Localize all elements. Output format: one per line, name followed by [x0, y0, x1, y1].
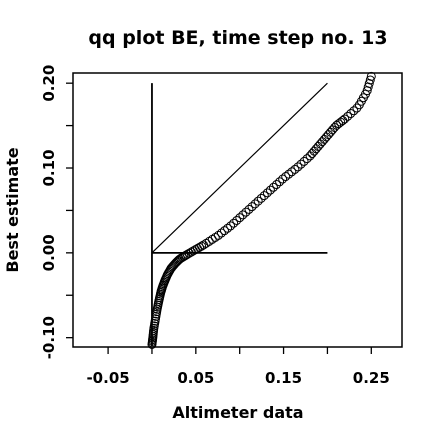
x-tick-label: 0.15 — [265, 369, 302, 387]
identity-reference-line — [151, 82, 328, 254]
qq-point — [262, 188, 272, 198]
qq-point — [325, 127, 335, 137]
x-axis-label: Altimeter data — [172, 403, 303, 422]
qq-point — [319, 134, 329, 144]
qq-point — [349, 106, 359, 116]
y-tick-label: 0.00 — [40, 234, 58, 271]
qq-point — [311, 144, 321, 154]
qq-point — [250, 199, 260, 209]
qq-point — [265, 185, 275, 195]
qq-point — [210, 232, 220, 242]
qq-point — [235, 213, 245, 223]
qq-point — [293, 162, 303, 172]
qq-point — [278, 174, 288, 184]
qq-point — [307, 149, 317, 159]
qq-point — [197, 241, 207, 251]
qq-point — [268, 182, 278, 192]
qq-point — [216, 228, 226, 238]
qq-point — [281, 172, 291, 182]
qq-point — [253, 196, 263, 206]
qq-point — [340, 114, 350, 124]
qq-point — [299, 156, 309, 166]
qq-point — [365, 75, 375, 85]
qq-point — [287, 167, 297, 177]
reference-lines — [151, 82, 328, 347]
qq-point — [296, 159, 306, 169]
qq-point — [241, 207, 251, 217]
x-axis: -0.05 0.05 0.15 0.25 — [86, 347, 390, 387]
qq-point — [343, 111, 353, 121]
y-tick-label: 0.20 — [40, 65, 58, 102]
qq-point — [256, 193, 266, 203]
x-tick-label: 0.25 — [353, 369, 390, 387]
qq-point — [259, 191, 269, 201]
qq-point — [315, 139, 325, 149]
qq-point — [317, 137, 327, 147]
chart-title: qq plot BE, time step no. 13 — [88, 27, 387, 49]
x-tick-label: -0.05 — [86, 369, 129, 387]
qq-point — [352, 103, 362, 113]
y-tick-label: 0.10 — [40, 150, 58, 187]
qq-point — [302, 154, 312, 164]
qq-point — [238, 210, 248, 220]
qq-point — [219, 226, 229, 236]
qq-point — [229, 218, 239, 228]
qq-point — [247, 202, 257, 212]
qq-point — [244, 204, 254, 214]
qq-point — [226, 221, 236, 231]
qq-point — [284, 169, 294, 179]
qq-point — [275, 177, 285, 187]
qq-point — [366, 71, 376, 81]
qq-point — [346, 109, 356, 119]
qq-point — [323, 130, 333, 140]
qq-point — [272, 180, 282, 190]
qq-point — [321, 132, 331, 142]
qq-point — [290, 164, 300, 174]
y-axis: -0.10 0.00 0.10 0.20 — [40, 65, 73, 359]
qq-point — [207, 234, 217, 244]
qq-point — [223, 223, 233, 233]
y-tick-label: -0.10 — [40, 316, 58, 359]
data-points — [147, 71, 376, 349]
qq-point — [213, 230, 223, 240]
x-tick-label: 0.05 — [177, 369, 214, 387]
y-axis-label: Best estimate — [3, 147, 22, 272]
qq-point — [313, 141, 323, 151]
qq-point — [309, 146, 319, 156]
qq-point — [232, 215, 242, 225]
